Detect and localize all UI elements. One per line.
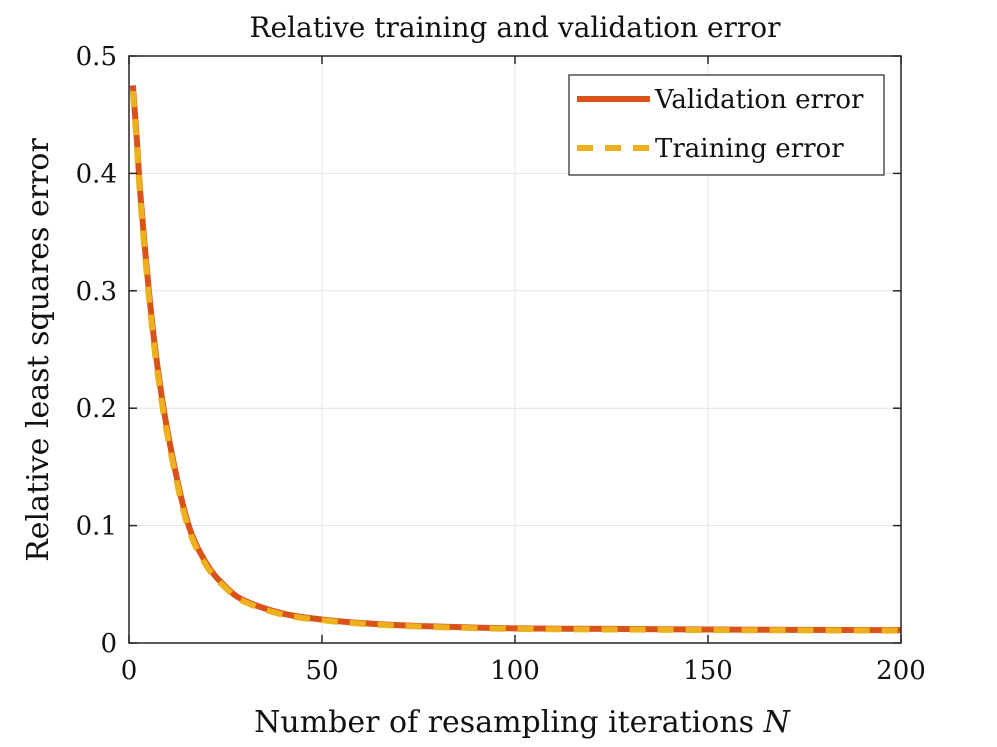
x-axis-label-text: Number of resampling iterations xyxy=(254,705,763,740)
chart-title: Relative training and validation error xyxy=(249,11,781,44)
x-axis-label-variable: N xyxy=(763,705,792,740)
legend-label-training: Training error xyxy=(655,134,844,164)
x-tick-label: 150 xyxy=(683,656,733,686)
y-tick-label: 0.5 xyxy=(76,42,117,72)
series-lines xyxy=(129,85,902,634)
y-tick-label: 0.3 xyxy=(76,277,117,307)
y-tick-label: 0.1 xyxy=(76,512,117,542)
ticks xyxy=(128,55,902,644)
y-tick-label: 0 xyxy=(100,629,117,659)
x-tick-label: 0 xyxy=(121,656,138,686)
legend-box xyxy=(568,74,885,176)
tick-labels: 0 50 100 150 200 0 0.1 0.2 0.3 0.4 0.5 xyxy=(76,42,926,686)
x-axis-label: Number of resampling iterations N xyxy=(254,705,791,740)
y-axis-label: Relative least squares error xyxy=(21,138,56,562)
x-tick-label: 50 xyxy=(305,656,338,686)
y-tick-label: 0.4 xyxy=(76,159,117,189)
x-tick-label: 100 xyxy=(490,656,540,686)
x-tick-label: 200 xyxy=(876,656,926,686)
legend: Validation error Training error xyxy=(568,74,885,176)
legend-label-validation: Validation error xyxy=(654,85,864,115)
y-tick-label: 0.2 xyxy=(76,394,117,424)
series-line-training xyxy=(129,91,902,634)
